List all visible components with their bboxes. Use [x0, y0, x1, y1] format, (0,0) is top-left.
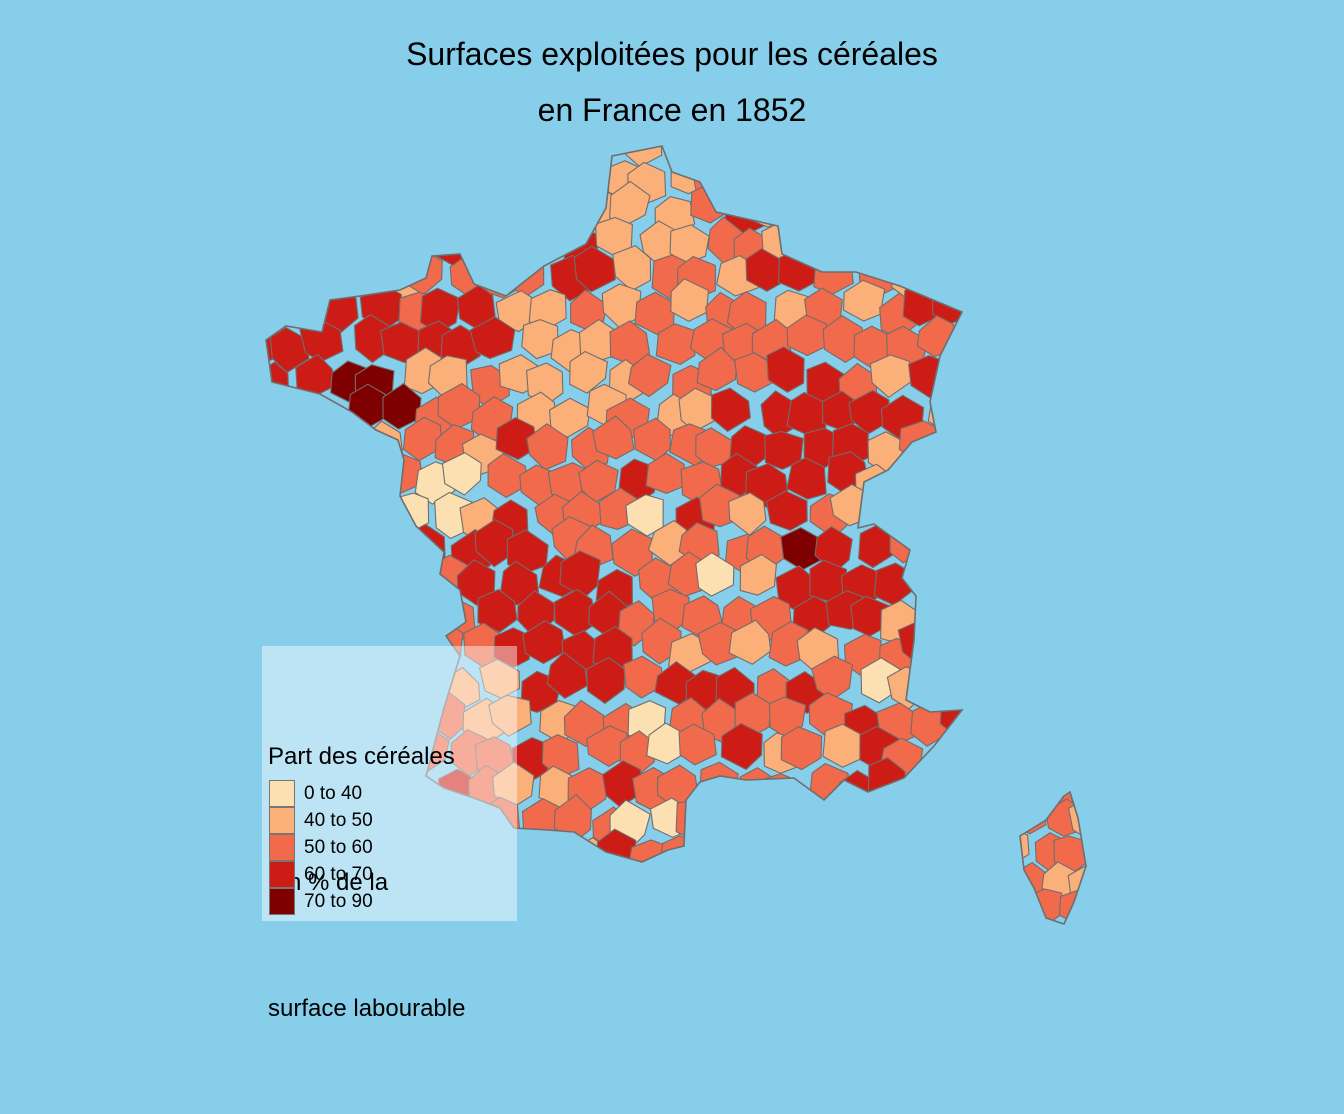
department-cell	[670, 278, 709, 322]
department-cell	[495, 416, 539, 461]
department-cell	[762, 773, 801, 816]
map-title-line-2: en France en 1852	[537, 92, 807, 128]
department-cell	[822, 314, 863, 364]
department-cell	[456, 559, 496, 607]
department-cell	[766, 346, 805, 393]
department-cell	[780, 726, 823, 771]
department-cell	[710, 387, 751, 433]
department-cell	[699, 761, 739, 807]
department-cell	[1020, 798, 1047, 835]
department-cell	[768, 620, 809, 667]
department-cell	[382, 382, 422, 430]
department-cell	[487, 452, 530, 499]
legend-title-line-3: surface labourable	[268, 995, 466, 1022]
department-cell	[569, 350, 608, 394]
department-cell	[645, 452, 685, 494]
department-cell	[521, 319, 559, 360]
legend-item-0-40: 0 to 40	[269, 780, 509, 807]
department-cell	[627, 839, 668, 862]
legend-swatch	[269, 888, 295, 915]
department-cell	[477, 588, 518, 633]
legend-item-60-70: 60 to 70	[269, 861, 509, 888]
legend-title-line-1: Part des céréales	[268, 743, 455, 770]
legend-item-70-90: 70 to 90	[269, 888, 509, 915]
department-cell	[786, 314, 830, 357]
legend-swatch	[269, 861, 295, 888]
department-cell	[843, 279, 886, 322]
department-cell	[441, 452, 482, 496]
department-cell	[625, 146, 663, 168]
department-cell	[738, 767, 777, 810]
department-cell	[522, 620, 566, 665]
department-cell	[728, 619, 772, 665]
map-legend: Part des céréales en % de la surface lab…	[262, 646, 517, 1022]
department-cell	[764, 430, 804, 470]
department-cell	[597, 828, 637, 862]
legend-item-50-60: 50 to 60	[269, 834, 509, 861]
department-cell	[499, 560, 540, 606]
france-choropleth-map	[265, 145, 1087, 925]
legend-item-40-50: 40 to 50	[269, 807, 509, 834]
department-cell	[627, 353, 672, 398]
legend-label: 70 to 90	[304, 891, 373, 912]
legend-label: 0 to 40	[304, 783, 363, 804]
department-cell	[809, 762, 849, 807]
corsica-outline	[1019, 790, 1087, 925]
department-cell	[939, 690, 962, 740]
legend-label: 50 to 60	[304, 837, 373, 858]
department-cell	[623, 655, 664, 699]
department-cell	[659, 835, 701, 862]
department-cell	[720, 722, 763, 771]
department-cell	[469, 316, 516, 360]
department-cell	[678, 723, 717, 766]
legend-swatch	[269, 807, 295, 834]
legend-swatch	[269, 780, 295, 807]
legend-swatch	[269, 834, 295, 861]
department-cell	[786, 457, 827, 500]
department-cell	[813, 251, 854, 296]
department-cell	[586, 725, 628, 767]
department-cell	[898, 420, 945, 462]
france-outline	[265, 145, 964, 863]
department-cell	[675, 798, 718, 842]
map-title-line-1: Surfaces exploitées pour les céréales	[406, 36, 938, 72]
department-cell	[592, 415, 635, 460]
department-cell	[670, 149, 713, 195]
department-cell	[546, 651, 588, 699]
legend-label: 40 to 50	[304, 810, 373, 831]
department-cell	[908, 355, 952, 400]
legend-label: 60 to 70	[304, 864, 373, 885]
department-cell	[739, 553, 777, 596]
corsica-departments	[1020, 792, 1086, 924]
department-cell	[474, 518, 514, 568]
department-cell	[488, 694, 532, 737]
department-cell	[765, 490, 808, 531]
map-title: Surfaces exploitées pour les céréales en…	[0, 26, 1344, 138]
department-cell	[869, 354, 912, 399]
department-cell	[695, 551, 735, 597]
